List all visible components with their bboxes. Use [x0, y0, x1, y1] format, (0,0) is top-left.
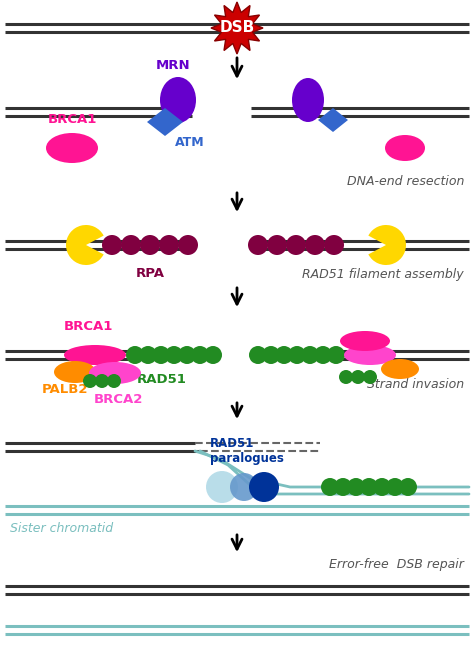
- Text: BRCA1: BRCA1: [47, 113, 97, 126]
- Circle shape: [347, 478, 365, 496]
- Circle shape: [230, 473, 258, 501]
- Text: RAD51 filament assembly: RAD51 filament assembly: [302, 268, 464, 281]
- Ellipse shape: [340, 331, 390, 351]
- Circle shape: [334, 478, 352, 496]
- Circle shape: [102, 235, 122, 255]
- Text: ATM: ATM: [175, 136, 205, 149]
- Circle shape: [248, 235, 268, 255]
- Circle shape: [301, 346, 319, 364]
- Circle shape: [314, 346, 332, 364]
- Circle shape: [288, 346, 306, 364]
- Circle shape: [95, 374, 109, 388]
- Ellipse shape: [89, 362, 141, 384]
- Text: MRN: MRN: [156, 59, 191, 72]
- Circle shape: [121, 235, 141, 255]
- Text: RAD51: RAD51: [137, 373, 187, 386]
- Ellipse shape: [54, 361, 96, 383]
- Text: PALB2: PALB2: [42, 383, 89, 396]
- Circle shape: [386, 478, 404, 496]
- Text: RAD51
paralogues: RAD51 paralogues: [210, 437, 284, 465]
- Text: RPA: RPA: [136, 267, 164, 280]
- Text: Error-free  DSB repair: Error-free DSB repair: [329, 558, 464, 571]
- Circle shape: [107, 374, 121, 388]
- Text: DNA-end resection: DNA-end resection: [346, 175, 464, 188]
- Circle shape: [399, 478, 417, 496]
- Circle shape: [286, 235, 306, 255]
- Circle shape: [165, 346, 183, 364]
- Circle shape: [327, 346, 345, 364]
- Circle shape: [206, 471, 238, 503]
- Wedge shape: [66, 225, 104, 265]
- Text: DSB: DSB: [219, 21, 255, 35]
- Polygon shape: [318, 108, 348, 132]
- Text: Sister chromatid: Sister chromatid: [10, 522, 113, 535]
- Circle shape: [339, 370, 353, 384]
- Text: Strand invasion: Strand invasion: [367, 378, 464, 391]
- Ellipse shape: [160, 77, 196, 123]
- Ellipse shape: [46, 133, 98, 163]
- Circle shape: [83, 374, 97, 388]
- Circle shape: [204, 346, 222, 364]
- Circle shape: [360, 478, 378, 496]
- Ellipse shape: [64, 345, 126, 365]
- Circle shape: [178, 346, 196, 364]
- Ellipse shape: [292, 78, 324, 122]
- Circle shape: [126, 346, 144, 364]
- Circle shape: [321, 478, 339, 496]
- Circle shape: [262, 346, 280, 364]
- Circle shape: [191, 346, 209, 364]
- Circle shape: [373, 478, 391, 496]
- Ellipse shape: [381, 359, 419, 379]
- Text: BRCA2: BRCA2: [93, 393, 143, 406]
- Circle shape: [139, 346, 157, 364]
- Polygon shape: [147, 108, 183, 136]
- Circle shape: [159, 235, 179, 255]
- Text: BRCA1: BRCA1: [64, 320, 113, 333]
- Circle shape: [249, 472, 279, 502]
- Circle shape: [324, 235, 344, 255]
- Wedge shape: [368, 225, 406, 265]
- Ellipse shape: [385, 135, 425, 161]
- Circle shape: [305, 235, 325, 255]
- Circle shape: [249, 346, 267, 364]
- Circle shape: [275, 346, 293, 364]
- Circle shape: [267, 235, 287, 255]
- Circle shape: [152, 346, 170, 364]
- Circle shape: [178, 235, 198, 255]
- Circle shape: [351, 370, 365, 384]
- Circle shape: [363, 370, 377, 384]
- Circle shape: [140, 235, 160, 255]
- Polygon shape: [211, 2, 263, 54]
- Ellipse shape: [344, 345, 396, 365]
